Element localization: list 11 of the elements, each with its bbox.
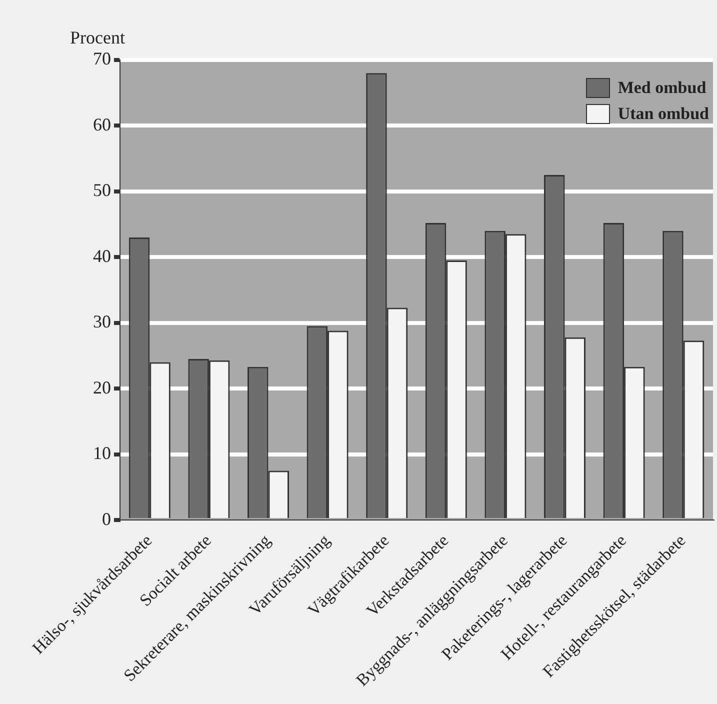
legend-label: Utan ombud [618,104,709,124]
y-tick-label: 0 [102,508,111,529]
y-tick-label: 10 [93,443,111,464]
y-tick-label: 30 [93,312,111,332]
y-axis-title: Procent [70,28,125,48]
y-tick-label: 50 [93,180,111,200]
legend-label: Med ombud [618,78,706,98]
y-tick-label: 70 [93,48,111,69]
y-tick-label: 40 [93,246,111,266]
y-tick-label: 60 [93,114,111,134]
y-tick-label: 20 [93,377,111,398]
